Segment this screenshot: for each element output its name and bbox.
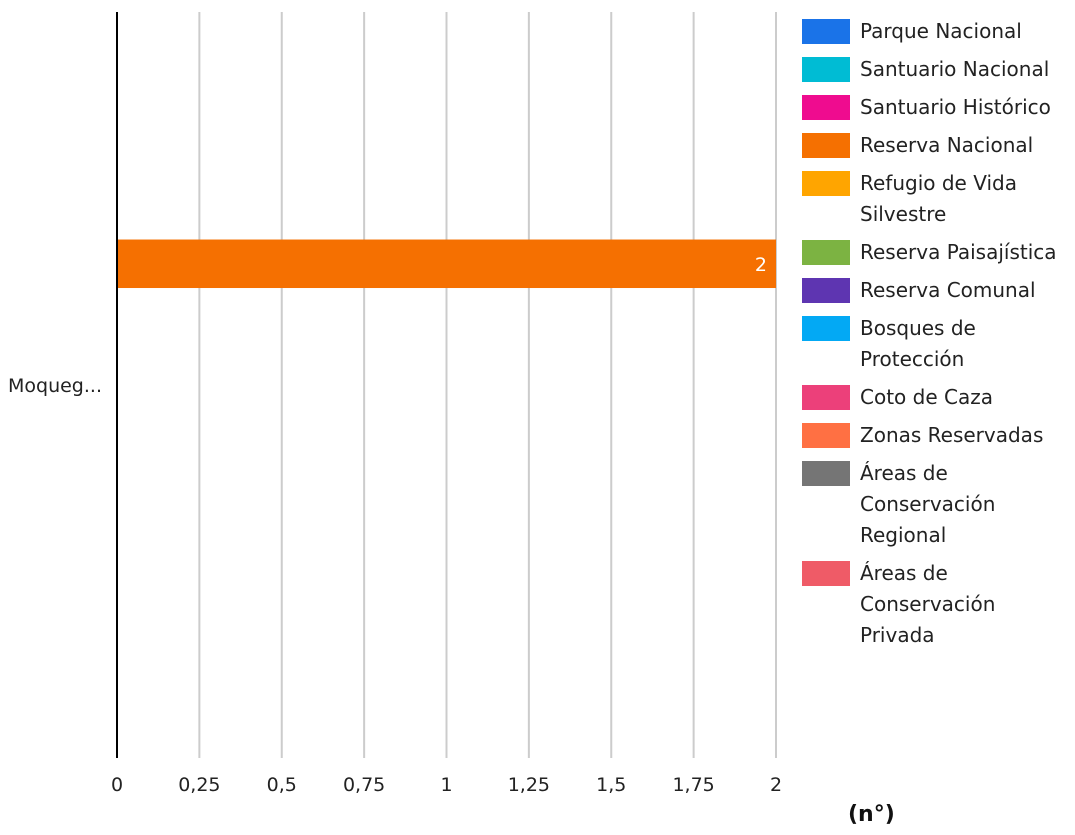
legend-item[interactable]: Áreas de Conservación Privada — [802, 558, 1072, 651]
bar-value-label: 2 — [755, 254, 767, 276]
legend-swatch — [802, 316, 850, 341]
legend-swatch — [802, 278, 850, 303]
legend-label: Reserva Nacional — [860, 133, 1034, 157]
legend-swatch — [802, 385, 850, 410]
legend-label: Reserva Comunal — [860, 278, 1036, 302]
x-tick-label: 1,75 — [672, 774, 714, 796]
category-label: Moqueg... — [8, 375, 102, 397]
legend-item[interactable]: Zonas Reservadas — [802, 420, 1072, 451]
legend-swatch — [802, 133, 850, 158]
legend-label: Áreas de Conservación Privada — [860, 561, 996, 647]
legend-item[interactable]: Reserva Paisajística — [802, 237, 1072, 268]
legend-swatch — [802, 423, 850, 448]
legend-label: Zonas Reservadas — [860, 423, 1044, 447]
x-tick-label: 0,25 — [178, 774, 220, 796]
bar-reserva-nacional — [117, 239, 776, 289]
legend-swatch — [802, 561, 850, 586]
legend-label: Bosques de Protección — [860, 316, 976, 371]
legend-swatch — [802, 461, 850, 486]
legend-label: Refugio de Vida Silvestre — [860, 171, 1017, 226]
legend-item[interactable]: Santuario Histórico — [802, 92, 1072, 123]
legend-label: Santuario Nacional — [860, 57, 1050, 81]
x-tick-label: 0,5 — [267, 774, 297, 796]
legend-label: Reserva Paisajística — [860, 240, 1057, 264]
legend-item[interactable]: Reserva Nacional — [802, 130, 1072, 161]
y-axis-categories: Moqueg... — [8, 375, 102, 397]
legend-swatch — [802, 171, 850, 196]
legend-swatch — [802, 240, 850, 265]
legend-item[interactable]: Bosques de Protección — [802, 313, 1072, 375]
x-tick-label: 0,75 — [343, 774, 385, 796]
bar-chart: 2 0 0,25 0,5 0,75 1 1,25 1,5 1,75 2 Moqueg... — [8, 12, 782, 796]
legend-swatch — [802, 95, 850, 120]
x-axis-unit-label: (n°) — [848, 802, 895, 827]
x-tick-label: 1 — [440, 774, 452, 796]
legend-item[interactable]: Reserva Comunal — [802, 275, 1072, 306]
legend-label: Coto de Caza — [860, 385, 993, 409]
legend-item[interactable]: Coto de Caza — [802, 382, 1072, 413]
legend: Parque Nacional Santuario Nacional Santuar… — [802, 16, 1072, 658]
x-tick-label: 2 — [770, 774, 782, 796]
bars: 2 — [117, 239, 776, 289]
legend-label: Santuario Histórico — [860, 95, 1051, 119]
gridlines — [198, 12, 777, 758]
x-tick-label: 1,5 — [596, 774, 626, 796]
x-axis-ticks: 0 0,25 0,5 0,75 1 1,25 1,5 1,75 2 — [111, 774, 782, 796]
legend-label: Parque Nacional — [860, 19, 1022, 43]
x-tick-label: 0 — [111, 774, 123, 796]
legend-swatch — [802, 57, 850, 82]
legend-swatch — [802, 19, 850, 44]
x-tick-label: 1,25 — [508, 774, 550, 796]
legend-item[interactable]: Áreas de Conservación Regional — [802, 458, 1072, 551]
legend-item[interactable]: Parque Nacional — [802, 16, 1072, 47]
legend-item[interactable]: Santuario Nacional — [802, 54, 1072, 85]
legend-label: Áreas de Conservación Regional — [860, 461, 996, 547]
legend-item[interactable]: Refugio de Vida Silvestre — [802, 168, 1072, 230]
